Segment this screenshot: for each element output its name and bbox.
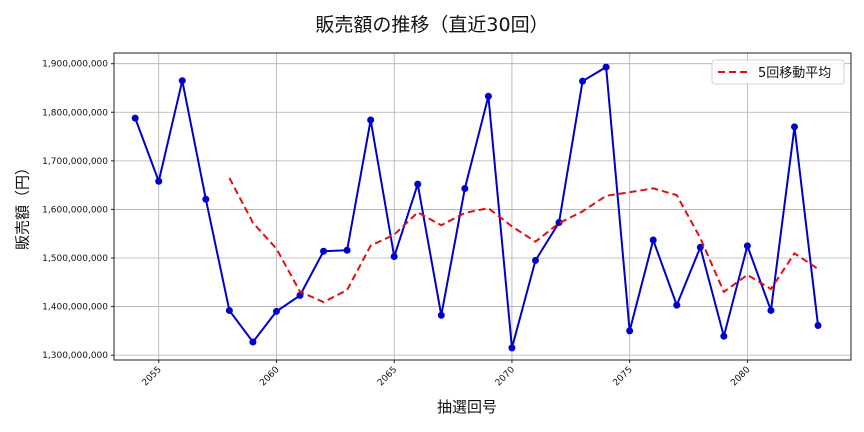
y-tick-label: 1,800,000,000: [42, 108, 108, 118]
x-tick-label: 2075: [612, 365, 635, 388]
sales-marker: [272, 307, 280, 315]
moving-average-line: [228, 177, 819, 304]
sales-marker: [673, 301, 681, 309]
sales-marker: [437, 311, 445, 319]
sales-marker: [390, 253, 398, 261]
sales-marker: [743, 242, 751, 250]
sales-marker: [155, 177, 163, 185]
sales-marker: [531, 256, 539, 264]
sales-marker: [178, 77, 186, 85]
x-tick-label: 2055: [141, 365, 164, 388]
sales-marker: [720, 332, 728, 340]
sales-marker: [343, 246, 351, 254]
sales-marker: [484, 92, 492, 100]
y-tick-label: 1,500,000,000: [42, 254, 108, 264]
legend-label: 5回移動平均: [758, 66, 831, 81]
plot-frame: [113, 52, 852, 361]
y-tick-label: 1,400,000,000: [42, 303, 108, 313]
sales-marker: [767, 306, 775, 314]
sales-line: [134, 65, 820, 349]
sales-marker: [555, 219, 563, 227]
sales-marker: [367, 116, 375, 124]
sales-marker: [790, 123, 798, 131]
sales-marker: [602, 63, 610, 71]
sales-marker: [320, 247, 328, 255]
sales-marker: [225, 306, 233, 314]
sales-marker: [696, 243, 704, 251]
y-tick-label: 1,700,000,000: [42, 157, 108, 167]
sales-marker: [131, 114, 139, 122]
x-tick-label: 2070: [494, 365, 517, 388]
y-tick-label: 1,300,000,000: [42, 351, 108, 361]
x-tick-label: 2060: [258, 365, 281, 388]
sales-marker: [296, 291, 304, 299]
sales-marker: [626, 327, 634, 335]
legend-box: [711, 59, 845, 85]
sales-marker: [461, 185, 469, 193]
sales-marker: [814, 322, 822, 330]
sales-marker: [414, 180, 422, 188]
y-tick-label: 1,900,000,000: [42, 60, 108, 70]
chart-title: 販売額の推移（直近30回）: [315, 14, 549, 36]
y-tick-label: 1,600,000,000: [42, 205, 108, 215]
sales-marker: [579, 77, 587, 85]
x-tick-label: 2065: [376, 365, 399, 388]
sales-marker: [649, 236, 657, 244]
x-axis-label: 抽選回号: [436, 398, 497, 416]
sales-marker: [508, 344, 516, 352]
x-tick-label: 2080: [729, 365, 752, 388]
sales-marker: [202, 195, 210, 203]
sales-marker: [249, 338, 257, 346]
